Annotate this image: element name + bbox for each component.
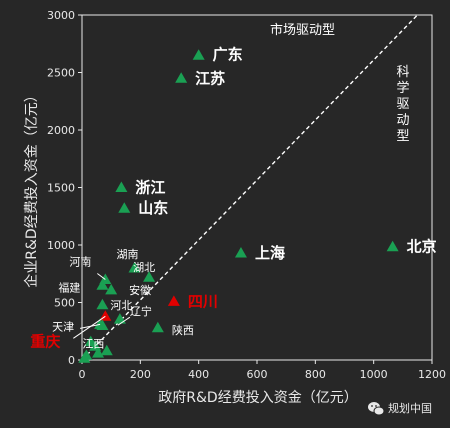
point-广东 (192, 49, 205, 60)
x-axis-title: 政府R&D经费投入资金（亿元） (158, 390, 357, 406)
point-label: 北京 (407, 238, 437, 256)
x-tick-label: 1200 (418, 368, 446, 381)
point-label: 浙江 (135, 179, 165, 197)
x-tick-label: 800 (305, 368, 326, 381)
point-label: 湖南 (117, 248, 139, 261)
y-tick-label: 0 (68, 354, 75, 367)
point-河北 (96, 298, 109, 310)
annotation-science-driven: 科学驱动型 (396, 65, 409, 144)
y-tick-label: 2000 (47, 124, 75, 137)
point-四川 (167, 295, 180, 306)
point-上海 (234, 247, 247, 258)
x-tick-label: 0 (79, 368, 86, 381)
axes: 0 200 400 600 800 1000 1200 0 500 1000 1500 2000 250… (47, 9, 446, 381)
point-安徽 (105, 283, 118, 295)
point-辽宁 (113, 313, 126, 324)
reference-line (81, 14, 418, 361)
y-axis-title: 企业R&D经费投入资金（亿元） (23, 88, 40, 287)
annotation-market-driven: 市场驱动型 (270, 22, 335, 38)
point-湖南 (128, 262, 141, 273)
reference-diagonal (81, 14, 418, 361)
label-leader (73, 315, 106, 339)
data-points (78, 49, 399, 363)
x-tick-label: 400 (188, 368, 209, 381)
y-tick-label: 1500 (47, 182, 75, 195)
wechat-icon (368, 402, 385, 416)
point-label: 河南 (69, 256, 91, 269)
watermark: 规划中国 (368, 401, 432, 416)
point-湖北 (143, 271, 156, 282)
point-江西 (96, 319, 109, 330)
label-leader (97, 273, 106, 280)
point-label: 辽宁 (130, 304, 152, 318)
point-陕西 (151, 321, 164, 333)
data-point (100, 344, 113, 356)
x-tick-label: 200 (130, 368, 151, 381)
point-label: 天津 (52, 320, 74, 333)
point-label: 广东 (213, 45, 243, 63)
data-point (92, 347, 105, 358)
point-浙江 (115, 181, 128, 192)
point-label: 河北 (110, 299, 132, 312)
point-江苏 (175, 72, 188, 83)
point-label: 江西 (82, 338, 104, 351)
watermark-text: 规划中国 (388, 401, 432, 415)
point-label: 江苏 (195, 69, 225, 87)
x-tick-label: 1000 (360, 368, 388, 381)
x-tick-label: 600 (247, 368, 268, 381)
point-label: 福建 (58, 280, 80, 294)
point-label: 陕西 (172, 323, 194, 337)
point-label: 重庆 (30, 332, 60, 350)
point-label: 湖北 (133, 261, 155, 274)
label-leader (117, 316, 131, 326)
y-tick-label: 500 (54, 297, 75, 310)
point-label: 山东 (138, 199, 168, 217)
point-label: 上海 (255, 244, 285, 262)
y-tick-label: 2500 (47, 67, 75, 80)
label-leader (79, 323, 101, 329)
data-point (78, 352, 91, 363)
point-label: 安徽 (129, 283, 151, 297)
point-北京 (386, 240, 399, 252)
point-label: 四川 (188, 292, 218, 310)
point-福建 (96, 279, 109, 290)
point-山东 (118, 202, 131, 213)
y-tick-label: 1000 (47, 239, 75, 252)
y-tick-label: 3000 (47, 9, 75, 22)
